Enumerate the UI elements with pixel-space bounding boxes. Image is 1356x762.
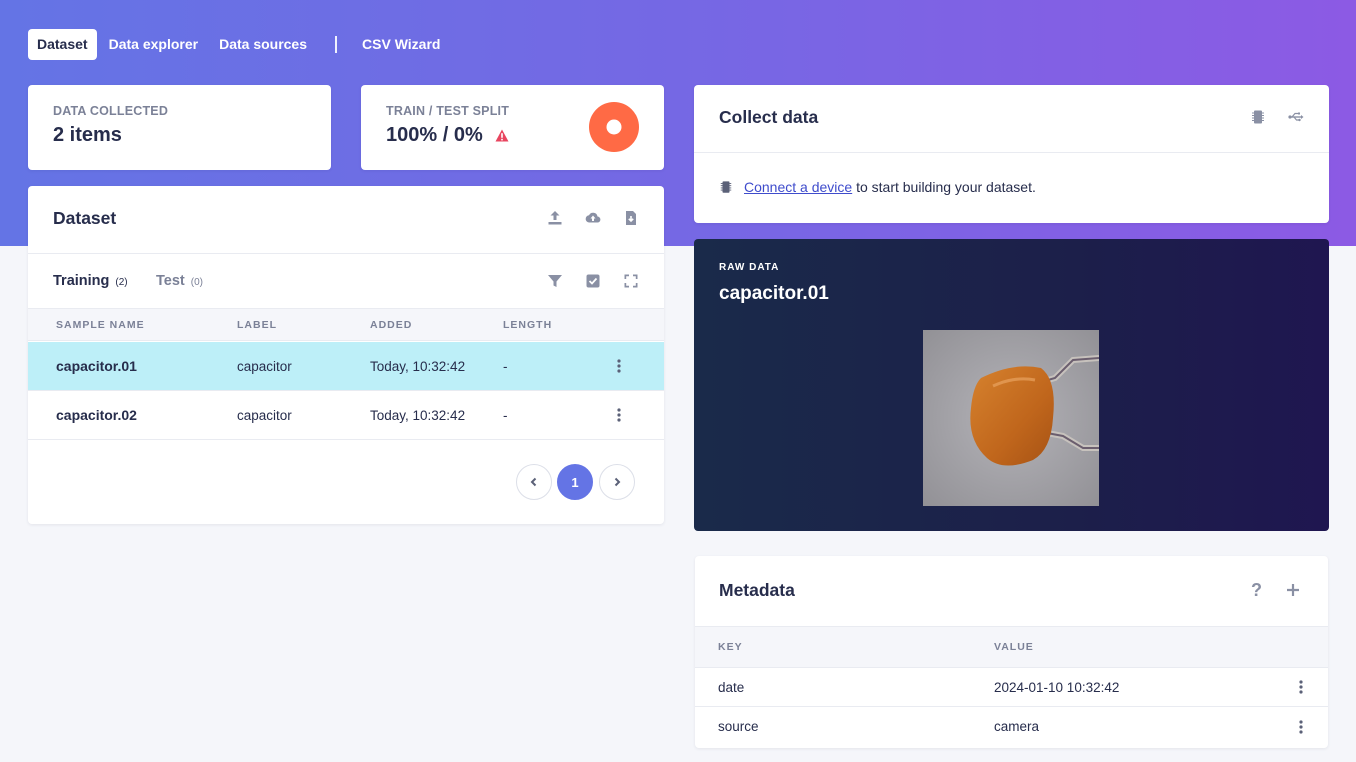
data-collected-card: DATA COLLECTED 2 items [28,85,331,170]
tab-test-label: Test [156,273,185,289]
collect-data-title: Collect data [719,107,819,127]
column-header-added[interactable]: ADDED [370,319,413,331]
connect-message: Connect a device to start building your … [719,179,1036,195]
sample-length: - [503,407,508,423]
table-header: SAMPLE NAME LABEL ADDED LENGTH [28,308,664,341]
sample-name[interactable]: capacitor.02 [56,407,137,423]
filter-icon[interactable] [544,270,566,292]
train-test-split-label: TRAIN / TEST SPLIT [386,104,510,118]
add-metadata-icon[interactable] [1286,583,1300,597]
row-menu-icon[interactable] [1293,719,1309,735]
sample-label: capacitor [237,358,292,374]
upload-icon[interactable] [544,207,566,229]
tab-training[interactable]: Training (2) [53,273,128,289]
row-menu-icon[interactable] [611,358,627,374]
train-test-split-card: TRAIN / TEST SPLIT 100% / 0% [361,85,664,170]
raw-data-title: capacitor.01 [719,283,829,304]
top-nav: Dataset Data explorer Data sources CSV W… [28,29,452,60]
split-pie-chart [589,102,639,152]
column-header-label[interactable]: LABEL [237,319,277,331]
tab-training-label: Training [53,273,110,289]
metadata-row[interactable]: date 2024-01-10 10:32:42 [695,668,1328,707]
metadata-value: 2024-01-10 10:32:42 [994,679,1120,695]
column-header-length[interactable]: LENGTH [503,319,553,331]
metadata-row[interactable]: source camera [695,707,1328,746]
tab-data-sources[interactable]: Data sources [219,36,308,52]
help-icon[interactable]: ? [1251,580,1262,600]
table-tools [544,270,642,292]
tab-test-count: (0) [190,277,203,288]
chip-icon [719,180,733,194]
sample-name[interactable]: capacitor.01 [56,358,137,374]
divider [694,152,1329,153]
sample-image [923,330,1099,506]
dataset-title: Dataset [53,208,117,228]
tab-test[interactable]: Test (0) [156,273,203,289]
metadata-key: date [718,679,745,695]
sample-length: - [503,358,508,374]
cloud-upload-icon[interactable] [582,207,604,229]
column-header-sample-name[interactable]: SAMPLE NAME [56,319,145,331]
metadata-value: camera [994,719,1040,734]
select-checkbox-icon[interactable] [582,270,604,292]
table-row[interactable]: capacitor.02 capacitor Today, 10:32:42 - [28,391,664,440]
raw-data-kicker: RAW DATA [719,262,780,273]
export-file-icon[interactable] [620,207,642,229]
previous-page-button[interactable] [516,464,552,500]
next-page-button[interactable] [599,464,635,500]
data-collected-value: 2 items [53,124,122,146]
usb-icon[interactable] [1285,106,1307,128]
data-collected-label: DATA COLLECTED [53,104,169,118]
column-header-value[interactable]: VALUE [994,641,1034,653]
tab-training-count: (2) [115,277,128,288]
collect-data-card: Collect data Connect a device to start b… [694,85,1329,223]
tab-data-explorer[interactable]: Data explorer [108,36,199,52]
page-1-button[interactable]: 1 [557,464,593,500]
tab-dataset[interactable]: Dataset [28,29,97,60]
table-row[interactable]: capacitor.01 capacitor Today, 10:32:42 - [28,342,664,391]
sample-label: capacitor [237,407,292,423]
row-menu-icon[interactable] [1293,679,1309,695]
collect-actions [1247,106,1307,128]
nav-divider [335,36,338,53]
metadata-card: Metadata ? KEY VALUE date 2024-01-10 10:… [695,556,1328,748]
train-test-split-value: 100% / 0% [386,124,483,146]
column-header-key[interactable]: KEY [718,641,743,653]
sample-added: Today, 10:32:42 [370,407,466,423]
metadata-title: Metadata [719,580,795,600]
dataset-card: Dataset Training (2) Test (0) SAM [28,186,664,524]
divider [28,253,664,254]
train-test-split-row: 100% / 0% [386,124,639,147]
metadata-key: source [718,719,759,734]
expand-icon[interactable] [620,270,642,292]
raw-data-card: RAW DATA capacitor.01 [694,239,1329,531]
row-menu-icon[interactable] [611,407,627,423]
metadata-table-header: KEY VALUE [695,626,1328,668]
connect-device-link[interactable]: Connect a device [744,179,853,195]
dataset-actions [544,207,642,229]
tab-csv-wizard[interactable]: CSV Wizard [362,36,441,52]
connect-message-text: to start building your dataset. [852,179,1036,195]
warning-icon[interactable] [495,129,509,142]
sample-added: Today, 10:32:42 [370,358,466,374]
chip-icon[interactable] [1247,106,1269,128]
